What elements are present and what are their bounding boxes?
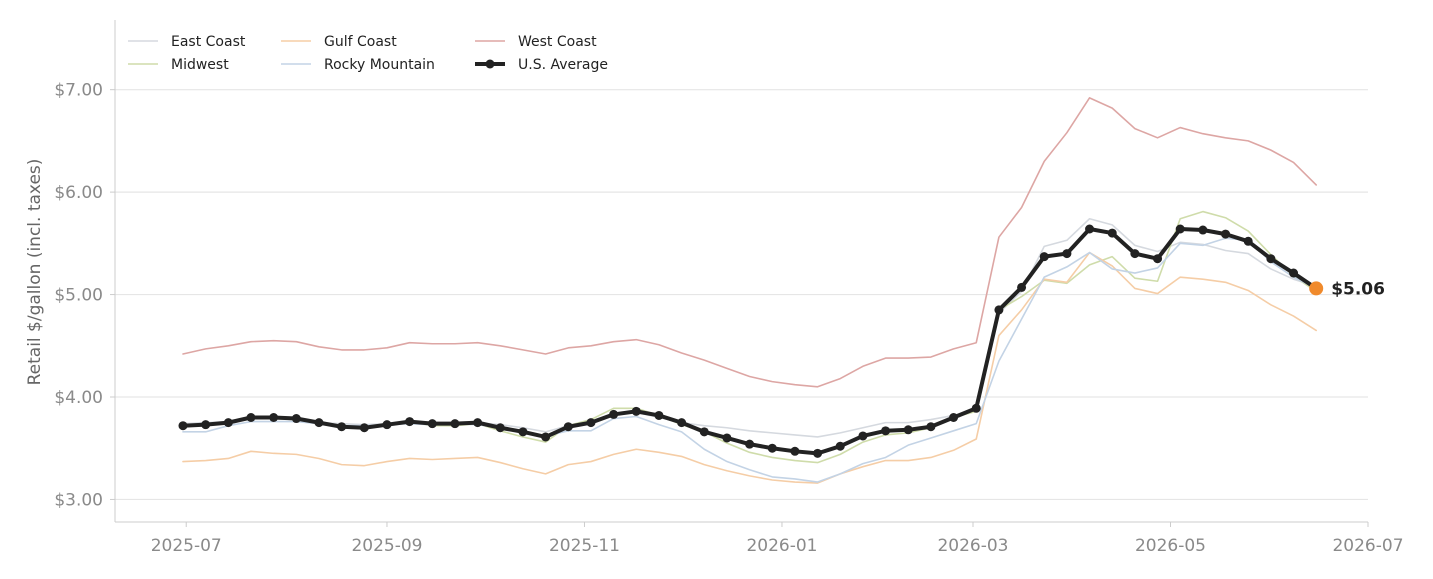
- legend-label-east-coast: East Coast: [171, 34, 246, 50]
- u-s-average-point: [1062, 249, 1072, 259]
- west-coast-line: [182, 97, 1317, 388]
- x-tick-label: 2026-07: [1332, 536, 1403, 556]
- u-s-average-point: [677, 418, 687, 428]
- u-s-average-point: [858, 431, 868, 441]
- u-s-average-point: [971, 403, 981, 413]
- u-s-average-point: [405, 417, 415, 427]
- u-s-average-point: [1243, 236, 1253, 246]
- u-s-average-point: [1130, 249, 1140, 259]
- u-s-average-point: [813, 448, 823, 458]
- u-s-average-point: [1107, 228, 1117, 238]
- u-s-average-point: [790, 446, 800, 456]
- legend-label-gulf-coast: Gulf Coast: [324, 34, 397, 50]
- u-s-average-point: [291, 414, 301, 424]
- u-s-average-point: [903, 425, 913, 435]
- y-axis-ticks: $3.00 $4.00 $5.00 $6.00 $7.00: [54, 81, 115, 510]
- y-tick-label: $4.00: [54, 388, 103, 408]
- u-s-average-point: [269, 413, 279, 423]
- x-tick-label: 2025-11: [549, 536, 620, 556]
- legend-label-west-coast: West Coast: [518, 34, 597, 50]
- u-s-average-point: [1289, 268, 1299, 278]
- u-s-average-point: [949, 413, 959, 423]
- x-tick-label: 2026-01: [746, 536, 817, 556]
- u-s-average-point: [1153, 254, 1163, 264]
- u-s-average-point: [631, 406, 641, 416]
- y-tick-label: $3.00: [54, 490, 103, 510]
- u-s-average-point: [1221, 229, 1231, 239]
- end-value-label: $5.06: [1331, 279, 1385, 299]
- u-s-average-line: [180, 227, 1319, 456]
- u-s-average-point: [314, 418, 324, 428]
- u-s-average-point: [654, 410, 664, 420]
- u-s-average-point: [1175, 224, 1185, 234]
- u-s-average-point: [427, 419, 437, 429]
- u-s-average-point: [178, 421, 188, 431]
- legend-label-midwest: Midwest: [171, 57, 229, 73]
- legend-marker-u-s-average: [485, 59, 495, 69]
- end-value-marker: $5.06: [1309, 279, 1385, 299]
- legend-label-u-s-average: U.S. Average: [518, 57, 608, 73]
- u-s-average-point: [495, 423, 505, 433]
- x-tick-label: 2025-07: [151, 536, 222, 556]
- u-s-average-point: [586, 418, 596, 428]
- u-s-average-point: [1039, 252, 1049, 262]
- u-s-average-point: [1017, 282, 1027, 292]
- y-tick-label: $7.00: [54, 81, 103, 101]
- u-s-average-point: [473, 418, 483, 428]
- x-axis-ticks: 2025-07 2025-09 2025-11 2026-01 2026-03 2026-…: [151, 522, 1404, 556]
- u-s-average-point: [699, 427, 709, 437]
- legend-label-rocky-mountain: Rocky Mountain: [324, 57, 435, 73]
- u-s-average-point: [994, 305, 1004, 315]
- u-s-average-point: [609, 409, 619, 419]
- u-s-average-point: [541, 432, 551, 442]
- end-value-dot: [1309, 281, 1324, 296]
- series-lines: [178, 97, 1321, 484]
- u-s-average-point: [1266, 254, 1276, 264]
- x-tick-label: 2026-03: [937, 536, 1008, 556]
- east-coast-line: [182, 217, 1317, 438]
- u-s-average-point: [359, 423, 369, 433]
- u-s-average-point: [563, 422, 573, 432]
- u-s-average-point: [1198, 225, 1208, 235]
- u-s-average-point: [1085, 224, 1095, 234]
- gulf-coast-line: [182, 251, 1317, 484]
- y-tick-label: $5.00: [54, 286, 103, 306]
- u-s-average-point: [450, 419, 460, 429]
- u-s-average-point: [518, 427, 528, 437]
- x-tick-label: 2025-09: [351, 536, 422, 556]
- u-s-average-point: [835, 441, 845, 451]
- u-s-average-point: [926, 422, 936, 432]
- u-s-average-point: [246, 413, 256, 423]
- u-s-average-point: [881, 426, 891, 436]
- u-s-average-point: [201, 420, 211, 430]
- x-tick-label: 2026-05: [1135, 536, 1206, 556]
- u-s-average-point: [337, 422, 347, 432]
- axes: [114, 20, 1368, 523]
- legend: East Coast Midwest Gulf Coast Rocky Mountai…: [128, 34, 608, 73]
- u-s-average-point: [767, 443, 777, 453]
- grid-lines: [115, 89, 1368, 501]
- u-s-average-point: [745, 439, 755, 449]
- u-s-average-point: [382, 420, 392, 430]
- y-tick-label: $6.00: [54, 183, 103, 203]
- y-axis-title: Retail $/gallon (incl. taxes): [25, 159, 45, 386]
- u-s-average-point: [223, 418, 233, 428]
- u-s-average-point: [722, 433, 732, 443]
